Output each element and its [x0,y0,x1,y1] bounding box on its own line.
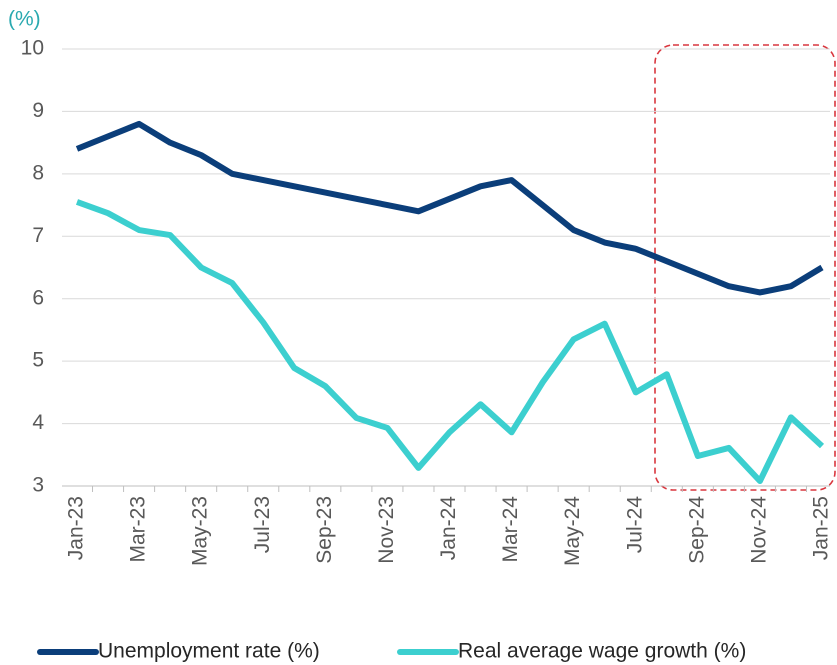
x-tick-label: Jan-25 [810,496,833,560]
y-tick-label: 3 [32,474,44,497]
x-tick-label: Sep-24 [685,496,708,564]
x-tick-label: Jan-24 [437,496,460,561]
y-tick-label: 9 [32,99,44,122]
y-tick-label: 8 [32,161,44,184]
legend-label: Unemployment rate (%) [98,640,320,663]
highlight-box [654,44,836,491]
x-tick-label: Sep-23 [313,496,336,564]
legend: Unemployment rate (%) Real average wage g… [37,640,746,663]
y-tick-label: 7 [32,224,44,247]
x-tick-label: May-23 [189,496,212,566]
y-tick-label: 10 [21,37,44,60]
y-axis-label: (%) [8,8,41,31]
x-tick-label: Nov-23 [375,496,398,564]
y-tick-label: 4 [32,411,44,434]
x-tick-label: Nov-24 [747,496,770,564]
legend-label: Real average wage growth (%) [458,640,746,663]
x-tick-label: Mar-24 [499,496,522,563]
y-tick-label: 6 [32,286,44,309]
x-tick-label: Mar-23 [127,496,150,563]
series-line [75,120,824,296]
x-tick-label: Jan-23 [65,496,88,560]
x-tick-label: May-24 [561,496,584,566]
x-tick-label: Jul-24 [623,496,646,554]
series-line [75,199,825,485]
x-tick-label: Jul-23 [251,496,274,553]
y-tick-label: 5 [32,349,44,372]
